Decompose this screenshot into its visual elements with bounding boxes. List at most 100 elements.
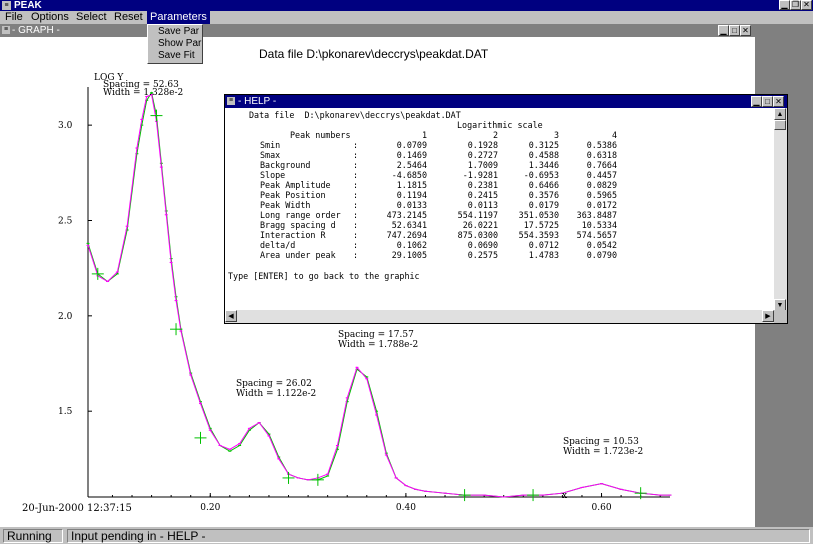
app-title: PEAK (14, 0, 42, 11)
help-row-separator: : (353, 250, 359, 260)
menu-save-fit[interactable]: Save Fit (158, 50, 195, 61)
help-cell: 0.2575 (467, 250, 498, 260)
help-row-separator: : (353, 150, 359, 160)
app-titlebar: ≡ PEAK ▁ ❐ ✕ (0, 0, 813, 11)
peak1-spacing: Spacing = 52.63 (103, 80, 179, 90)
help-row-label: Background (260, 160, 311, 170)
help-cell: 875.0300 (457, 230, 498, 240)
help-data-file: Data file D:\pkonarev\deccrys\peakdat.DA… (249, 110, 461, 120)
help-row-separator: : (353, 140, 359, 150)
help-cell: 0.0113 (467, 200, 498, 210)
peak3-width: Width = 1.788e-2 (338, 340, 419, 350)
help-titlebar: ≡ - HELP - ▁ □ ✕ (225, 95, 787, 108)
help-row-label: Peak Width (260, 200, 311, 210)
x-tick-label: 0.40 (396, 503, 416, 513)
help-cell: -4.6850 (391, 170, 427, 180)
help-peak-number: 4 (611, 130, 617, 140)
help-cell: 0.0829 (586, 180, 617, 190)
graph-close-icon[interactable]: ✕ (740, 25, 751, 36)
help-cell: 0.5386 (586, 140, 617, 150)
help-row-separator: : (353, 200, 359, 210)
help-cell: 2.5464 (396, 160, 427, 170)
graph-minimize-icon[interactable]: ▁ (718, 25, 729, 36)
help-cell: 10.5334 (581, 220, 617, 230)
y-axis-label: LOG Y (94, 73, 124, 83)
help-cell: 0.1469 (396, 150, 427, 160)
graph-window-title: - GRAPH - (12, 25, 60, 36)
help-maximize-icon[interactable]: □ (762, 96, 773, 107)
parameters-dropdown: Save Par Show Par Save Fit (147, 24, 203, 64)
help-system-menu-icon[interactable]: ≡ (227, 97, 235, 105)
help-row-label: Long range order (260, 210, 341, 220)
y-tick-label: 2.5 (58, 216, 73, 226)
menu-file[interactable]: File (5, 11, 23, 23)
scroll-thumb[interactable] (774, 120, 786, 130)
help-vertical-scrollbar[interactable]: ▲ ▼ (774, 108, 787, 311)
help-cell: 0.0712 (528, 240, 559, 250)
help-cell: 0.0690 (467, 240, 498, 250)
help-cell: 0.0542 (586, 240, 617, 250)
minimize-icon[interactable]: ▁ (779, 0, 790, 10)
help-close-icon[interactable]: ✕ (773, 96, 784, 107)
menu-select[interactable]: Select (76, 11, 107, 23)
x-tick-label: 0.60 (592, 503, 612, 513)
status-state: Running (3, 529, 63, 543)
help-row-label: Interaction R (260, 230, 326, 240)
help-peak-number: 2 (492, 130, 498, 140)
plot-canvas: 1.5 2.0 2.5 3.0 0.20 0.40 0.60 (58, 87, 672, 513)
help-cell: 0.0709 (396, 140, 427, 150)
menu-save-par[interactable]: Save Par (158, 26, 200, 37)
help-cell: 0.0790 (586, 250, 617, 260)
menu-options[interactable]: Options (31, 11, 69, 23)
help-cell: 0.6466 (528, 180, 559, 190)
help-row-separator: : (353, 210, 359, 220)
restore-icon[interactable]: ❐ (790, 0, 801, 10)
help-row-label: Peak Amplitude (260, 180, 331, 190)
help-cell: 1.1815 (396, 180, 427, 190)
help-cell: -1.9281 (462, 170, 498, 180)
help-row-separator: : (353, 190, 359, 200)
help-cell: 473.2145 (386, 210, 427, 220)
x-axis-label: x (562, 491, 568, 501)
help-cell: 0.1194 (396, 190, 427, 200)
help-cell: 747.2694 (386, 230, 427, 240)
help-cell: 29.1005 (391, 250, 427, 260)
scroll-left-icon[interactable]: ◀ (225, 310, 237, 322)
help-row-separator: : (353, 240, 359, 250)
help-cell: -0.6953 (523, 170, 559, 180)
system-menu-icon[interactable]: ≡ (2, 1, 11, 10)
help-cell: 1.4783 (528, 250, 559, 260)
scroll-right-icon[interactable]: ▶ (762, 310, 774, 322)
help-cell: 0.2727 (467, 150, 498, 160)
graph-system-menu-icon[interactable]: ≡ (2, 26, 10, 34)
help-cell: 0.3125 (528, 140, 559, 150)
scroll-corner (774, 310, 787, 323)
help-cell: 0.4457 (586, 170, 617, 180)
help-cell: 0.2415 (467, 190, 498, 200)
help-row-label: Bragg spacing d (260, 220, 336, 230)
help-peak-number: 1 (421, 130, 427, 140)
y-tick-label: 3.0 (58, 121, 73, 131)
help-row-separator: : (353, 170, 359, 180)
menu-reset[interactable]: Reset (114, 11, 143, 23)
graph-maximize-icon[interactable]: □ (729, 25, 740, 36)
help-horizontal-scrollbar[interactable]: ◀ ▶ (225, 310, 774, 323)
menu-parameters[interactable]: Parameters (147, 11, 210, 24)
menu-show-par[interactable]: Show Par (158, 38, 202, 49)
peak4-width: Width = 1.723e-2 (563, 447, 644, 457)
y-tick-label: 1.5 (58, 407, 73, 417)
help-row-label: Area under peak (260, 250, 336, 260)
scroll-down-icon[interactable]: ▼ (774, 299, 786, 311)
help-cell: 26.0221 (462, 220, 498, 230)
help-peak-number: 3 (553, 130, 559, 140)
help-cell: 1.7009 (467, 160, 498, 170)
menubar: File Options Select Reset Parameters (0, 11, 813, 24)
help-cell: 1.3446 (528, 160, 559, 170)
timestamp: 20-Jun-2000 12:37:15 (22, 503, 132, 514)
graph-titlebar: ≡ - GRAPH - ▁ □ ✕ (0, 24, 755, 37)
scroll-up-icon[interactable]: ▲ (774, 108, 786, 120)
help-cell: 0.6318 (586, 150, 617, 160)
peak1-width: Width = 1.328e-2 (103, 88, 184, 98)
close-icon[interactable]: ✕ (801, 0, 812, 10)
help-minimize-icon[interactable]: ▁ (751, 96, 762, 107)
